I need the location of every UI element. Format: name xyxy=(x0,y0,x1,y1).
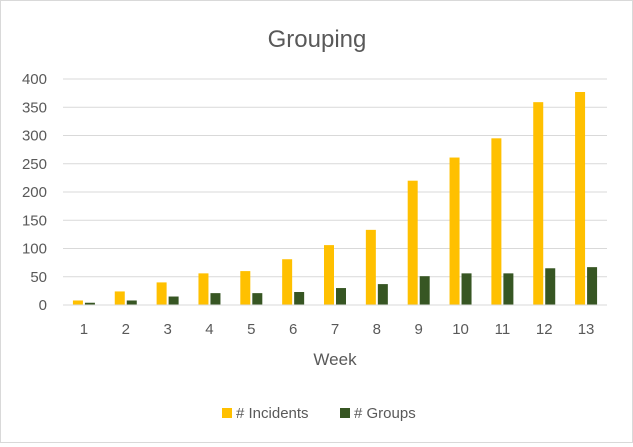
x-tick-label: 12 xyxy=(536,321,553,338)
incidents-bar xyxy=(407,180,418,305)
y-tick-label: 400 xyxy=(22,71,47,88)
x-tick-label: 4 xyxy=(205,321,213,338)
groups-bar xyxy=(294,292,305,305)
incidents-bar xyxy=(114,291,125,305)
groups-bar xyxy=(419,276,430,305)
x-tick-label: 8 xyxy=(373,321,381,338)
incidents-bar xyxy=(324,245,334,305)
incidents-bar xyxy=(575,91,586,306)
y-tick-label: 0 xyxy=(39,297,47,314)
groups-bar xyxy=(377,284,388,305)
y-tick-label: 350 xyxy=(22,99,47,116)
y-tick-label: 200 xyxy=(22,184,47,201)
legend-swatch-groups xyxy=(340,408,350,418)
x-tick-label: 2 xyxy=(122,321,130,338)
incidents-bar xyxy=(365,229,376,305)
groups-bar xyxy=(168,296,179,305)
incidents-bar xyxy=(198,273,209,305)
y-tick-label: 100 xyxy=(22,241,47,258)
x-tick-label: 10 xyxy=(452,321,469,338)
legend: # Incidents # Groups xyxy=(222,405,416,422)
gridlines xyxy=(63,78,607,278)
x-tick-label: 3 xyxy=(163,321,171,338)
legend-label-incidents: # Incidents xyxy=(236,405,309,422)
x-axis-title: Week xyxy=(313,350,357,369)
legend-label-groups: # Groups xyxy=(354,405,416,422)
incidents-bar xyxy=(156,282,167,305)
x-tick-label: 7 xyxy=(331,321,339,338)
y-axis-ticks: 0 50 100 150 200 250 300 350 400 xyxy=(22,71,47,314)
groups-bar xyxy=(126,300,137,305)
y-tick-label: 50 xyxy=(30,269,47,286)
y-tick-label: 250 xyxy=(22,156,47,173)
x-tick-label: 13 xyxy=(578,321,595,338)
incidents-bar xyxy=(240,271,251,305)
groups-bar xyxy=(503,273,514,305)
legend-swatch-incidents xyxy=(222,408,232,418)
x-tick-label: 5 xyxy=(247,321,255,338)
y-tick-label: 300 xyxy=(22,128,47,145)
x-tick-label: 6 xyxy=(289,321,297,338)
incidents-bar xyxy=(533,102,544,305)
groups-bar xyxy=(461,273,472,305)
incidents-bar xyxy=(491,138,502,305)
groups-bar xyxy=(336,288,346,305)
incidents-bar xyxy=(72,300,83,305)
groups-bar xyxy=(587,267,598,305)
groups-bar xyxy=(84,302,95,305)
groups-bar xyxy=(545,268,556,305)
incidents-bar xyxy=(282,259,293,305)
bars xyxy=(72,91,598,306)
groups-bar xyxy=(252,293,263,305)
x-tick-label: 11 xyxy=(495,321,511,338)
chart-title: Grouping xyxy=(268,26,367,53)
x-axis-ticks: 1 2 3 4 5 6 7 8 9 10 11 12 13 xyxy=(80,321,595,338)
y-tick-label: 150 xyxy=(22,212,47,229)
groups-bar xyxy=(210,293,221,305)
incidents-bar xyxy=(449,157,460,305)
x-tick-label: 9 xyxy=(415,321,423,338)
x-tick-label: 1 xyxy=(80,321,88,338)
